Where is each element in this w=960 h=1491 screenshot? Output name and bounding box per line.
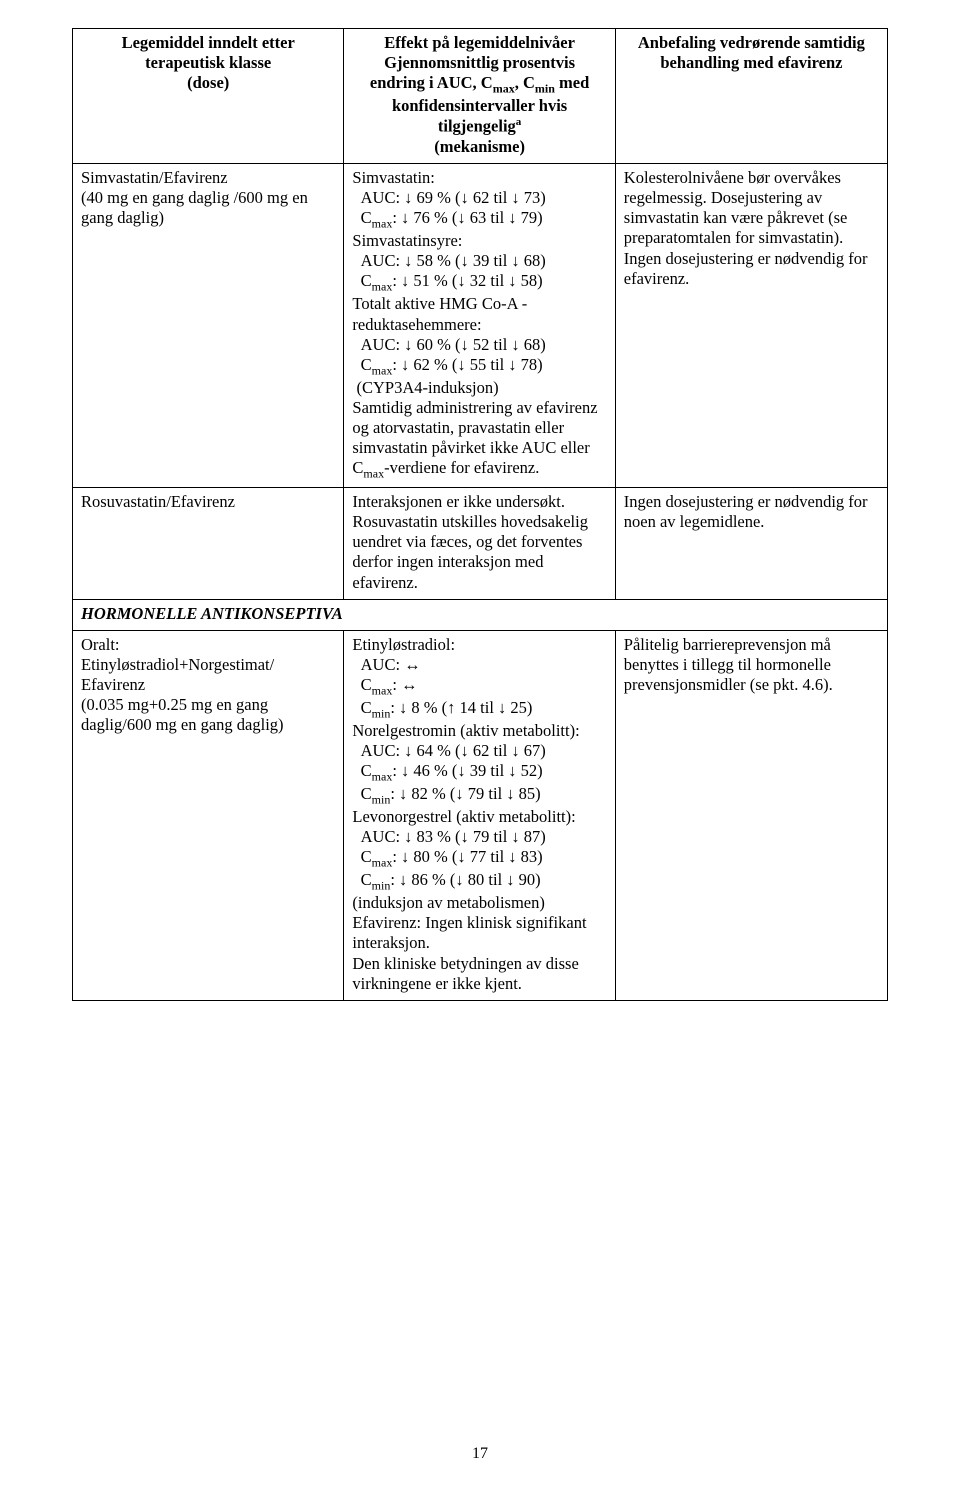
header-col2-cmax: max [493, 82, 515, 96]
table-row: Rosuvastatin/Efavirenz Interaksjonen er … [73, 488, 888, 600]
header-col2: Effekt på legemiddelnivåer Gjennomsnittl… [344, 29, 615, 164]
cell-effect: Simvastatin: AUC: ↓ 69 % (↓ 62 til ↓ 73)… [344, 164, 615, 488]
header-col2-after: med [555, 73, 589, 92]
cell-rec-text: Kolesterolnivåene bør overvåkes regelmes… [624, 168, 879, 289]
cell-drug-text: Oralt:Etinyløstradiol+Norgestimat/Efavir… [81, 635, 335, 736]
header-col2-supa: a [516, 116, 522, 128]
cell-drug-text: Simvastatin/Efavirenz(40 mg en gang dagl… [81, 168, 335, 228]
page: Legemiddel inndelt etterterapeutisk klas… [0, 0, 960, 1491]
header-col3-text: Anbefaling vedrørende samtidigbehandling… [638, 33, 865, 72]
header-col1: Legemiddel inndelt etterterapeutisk klas… [73, 29, 344, 164]
header-col2-line4: konfidensintervaller hvis [392, 96, 567, 115]
cell-drug: Oralt:Etinyløstradiol+Norgestimat/Efavir… [73, 630, 344, 1000]
cell-effect-text: Simvastatin: AUC: ↓ 69 % (↓ 62 til ↓ 73)… [352, 168, 606, 481]
cell-rec-text: Pålitelig barriereprevensjon må benyttes… [624, 635, 879, 695]
cell-drug-text: Rosuvastatin/Efavirenz [81, 492, 335, 512]
cell-drug: Simvastatin/Efavirenz(40 mg en gang dagl… [73, 164, 344, 488]
table-row: Oralt:Etinyløstradiol+Norgestimat/Efavir… [73, 630, 888, 1000]
header-col3: Anbefaling vedrørende samtidigbehandling… [615, 29, 887, 164]
table-section-row: HORMONELLE ANTIKONSEPTIVA [73, 599, 888, 630]
page-number: 17 [0, 1445, 960, 1463]
cell-effect: Etinyløstradiol: AUC: ↔ Cmax: ↔ Cmin: ↓ … [344, 630, 615, 1000]
header-col2-line6: (mekanisme) [434, 137, 525, 156]
cell-recommendation: Ingen dosejustering er nødvendig for noe… [615, 488, 887, 600]
cell-effect-text: Interaksjonen er ikke undersøkt. Rosuvas… [352, 492, 606, 593]
header-col2-cmin: min [535, 82, 555, 96]
header-col2-line5: tilgjengelig [438, 117, 516, 136]
header-col2-mid: , C [515, 73, 535, 92]
table-row: Simvastatin/Efavirenz(40 mg en gang dagl… [73, 164, 888, 488]
cell-drug: Rosuvastatin/Efavirenz [73, 488, 344, 600]
header-col1-text: Legemiddel inndelt etterterapeutisk klas… [122, 33, 295, 92]
cell-effect: Interaksjonen er ikke undersøkt. Rosuvas… [344, 488, 615, 600]
header-col2-line3a: endring i AUC, C [370, 73, 493, 92]
drug-interaction-table: Legemiddel inndelt etterterapeutisk klas… [72, 28, 888, 1001]
cell-recommendation: Pålitelig barriereprevensjon må benyttes… [615, 630, 887, 1000]
cell-rec-text: Ingen dosejustering er nødvendig for noe… [624, 492, 879, 532]
cell-effect-text: Etinyløstradiol: AUC: ↔ Cmax: ↔ Cmin: ↓ … [352, 635, 606, 994]
section-title: HORMONELLE ANTIKONSEPTIVA [81, 604, 343, 623]
header-col2-line2: Gjennomsnittlig prosentvis [384, 53, 575, 72]
section-cell: HORMONELLE ANTIKONSEPTIVA [73, 599, 888, 630]
table-header-row: Legemiddel inndelt etterterapeutisk klas… [73, 29, 888, 164]
header-col2-line1: Effekt på legemiddelnivåer [384, 33, 575, 52]
cell-recommendation: Kolesterolnivåene bør overvåkes regelmes… [615, 164, 887, 488]
